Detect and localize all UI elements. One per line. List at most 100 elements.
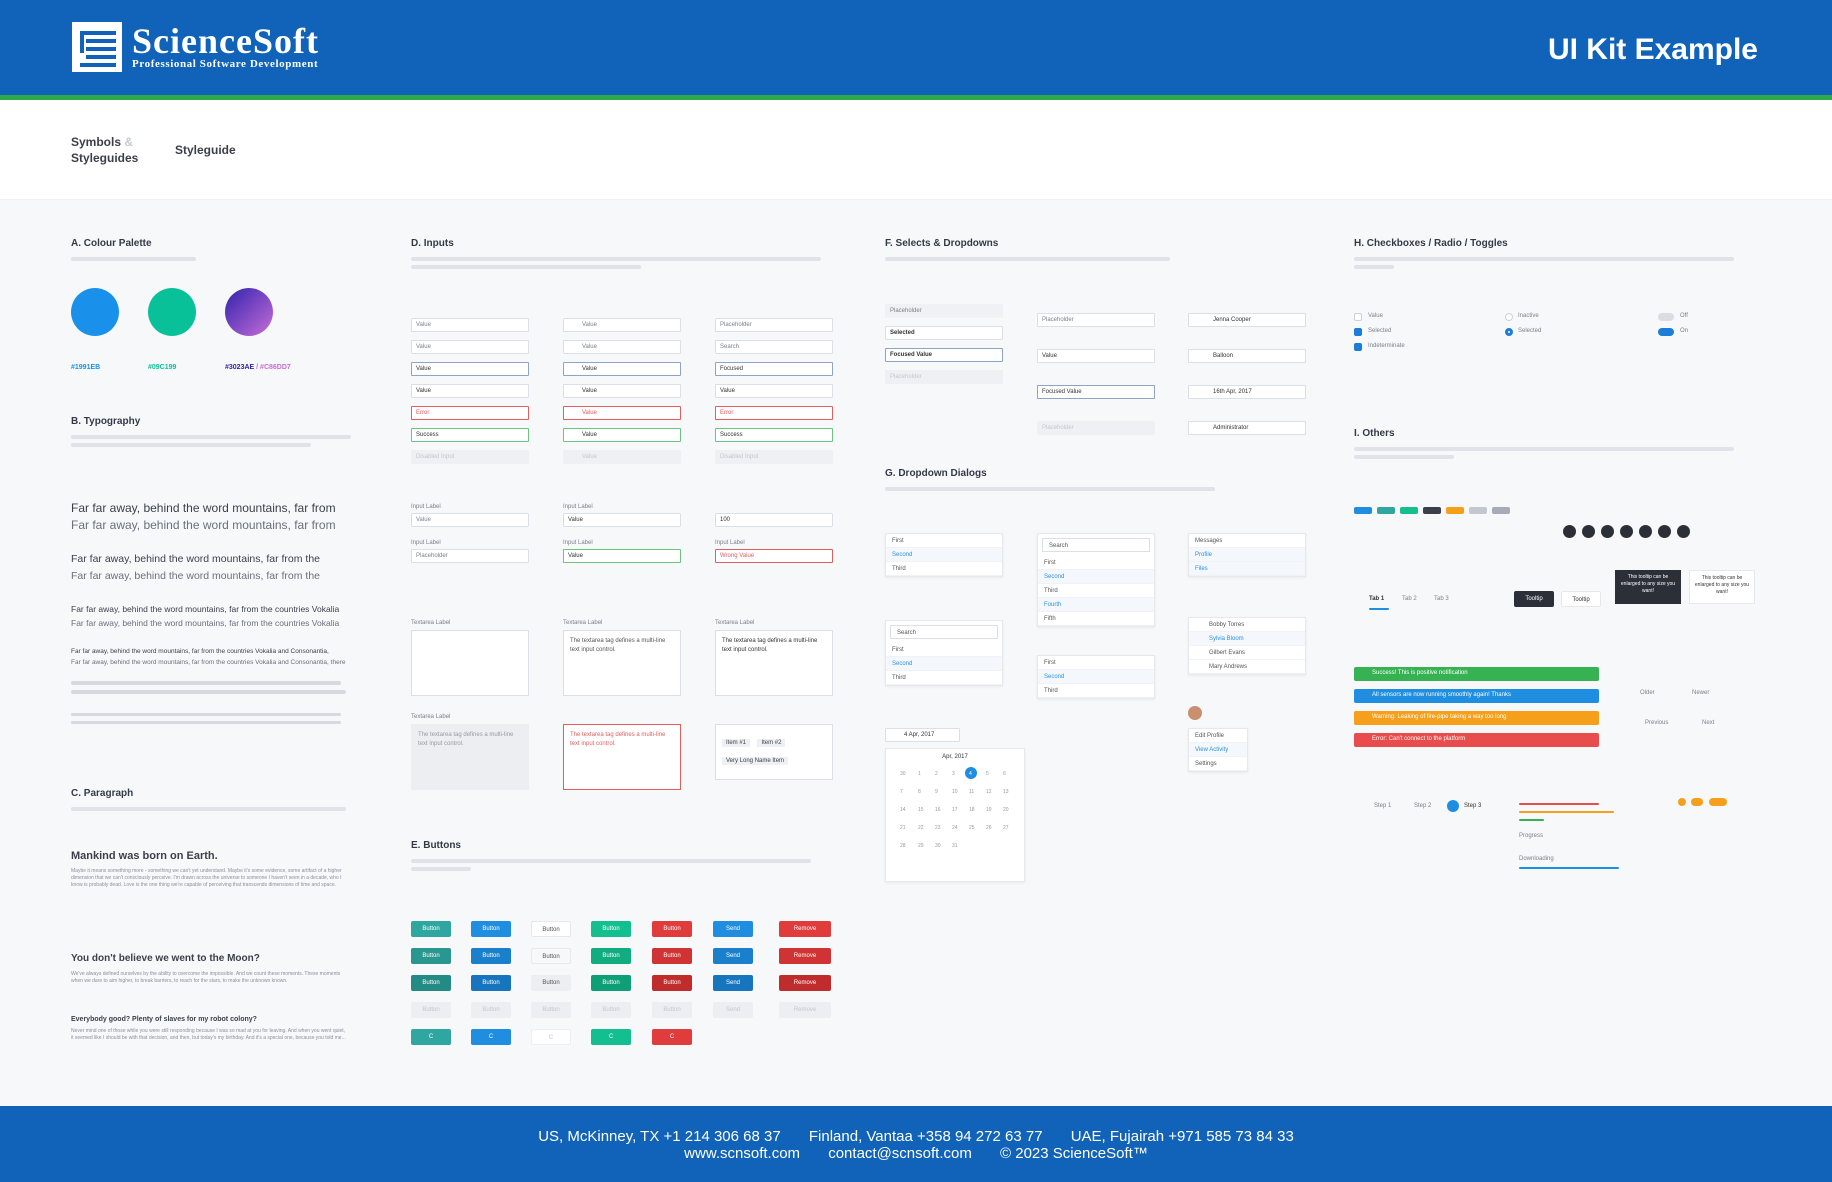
dropdown-item[interactable]: First [886,643,1002,657]
select-focused[interactable]: Focused Value [885,348,1003,362]
labeled-input[interactable]: Value [563,513,681,527]
checkbox-indeterminate[interactable] [1354,343,1362,351]
button-green-active[interactable]: Button [591,975,631,991]
button-blue-active[interactable]: Button [471,975,511,991]
button-icon-white[interactable]: C [531,1029,571,1045]
labeled-input-error[interactable]: Wrong Value [715,549,833,563]
button-icon-green[interactable]: C [591,1029,631,1045]
textarea-error[interactable]: The textarea tag defines a multi-line te… [563,724,681,790]
input-icon[interactable]: Value [563,318,681,332]
twitter-icon[interactable] [1582,525,1595,538]
button-icon-teal[interactable]: C [411,1029,451,1045]
input-filled[interactable]: Value [411,384,529,398]
pager-older[interactable]: Older [1640,690,1655,696]
input-hover[interactable]: Value [411,340,529,354]
step-3[interactable]: Step 3 [1464,803,1482,809]
input-success[interactable]: Success [411,428,529,442]
dropdown-item[interactable]: Second [1038,570,1154,584]
dropdown-item[interactable]: Second [886,657,1002,671]
instagram-icon[interactable] [1677,525,1690,538]
input-icon-success[interactable]: Value [563,428,681,442]
date-input[interactable]: 4 Apr, 2017 [885,728,960,742]
person-item[interactable]: Gilbert Evans [1189,646,1305,660]
tag[interactable]: Item #1 [722,739,751,747]
dropdown-item[interactable]: Third [1038,684,1154,698]
button-white-active[interactable]: Button [531,975,571,991]
button-icon-red[interactable]: C [652,1029,692,1045]
button-white[interactable]: Button [531,921,571,937]
email-link[interactable]: contact@scnsoft.com [828,1145,972,1162]
website-link[interactable]: www.scnsoft.com [684,1145,801,1162]
pinterest-icon[interactable] [1639,525,1652,538]
select-input-focused[interactable]: Focused Value [1037,385,1155,399]
input-icon[interactable]: Value [563,384,681,398]
menu-item[interactable]: Messages [1189,534,1305,548]
select-role[interactable]: Administrator [1188,421,1306,435]
dropdown-item[interactable]: Third [886,562,1002,576]
textarea-focused[interactable]: The textarea tag defines a multi-line te… [715,630,833,696]
input-focused[interactable]: Value [411,362,529,376]
button-green[interactable]: Button [591,921,631,937]
remove-button[interactable]: Remove [779,921,831,937]
tab-3[interactable]: Tab 3 [1434,596,1449,602]
dropdown-item[interactable]: Third [1038,584,1154,598]
labeled-input-success[interactable]: Value [563,549,681,563]
checkbox-checked[interactable] [1354,328,1362,336]
button-red[interactable]: Button [652,921,692,937]
input-icon-focused[interactable]: Value [563,362,681,376]
brand-logo[interactable]: ScienceSoft Professional Software Develo… [72,22,319,72]
input-search[interactable]: Search [715,340,833,354]
menu-item[interactable]: Settings [1189,757,1247,771]
input-default[interactable]: Value [411,318,529,332]
pager-previous[interactable]: Previous [1645,720,1669,726]
person-item[interactable]: Mary Andrews [1189,660,1305,674]
search-input[interactable]: Search [1042,538,1150,552]
search-input[interactable]: Search [890,625,998,639]
button-teal-active[interactable]: Button [411,975,451,991]
avatar[interactable] [1188,706,1202,720]
input-error[interactable]: Error [715,406,833,420]
button-red-hover[interactable]: Button [652,948,692,964]
linkedin-icon[interactable] [1601,525,1614,538]
input-icon-error[interactable]: Value [563,406,681,420]
labeled-input[interactable]: Value [411,513,529,527]
dropdown-item[interactable]: Third [886,671,1002,685]
calendar-grid[interactable]: 30 1 2 3 5 6 7 8 9 10 11 12 13 14 15 16 17 18 19 20 21 22 2… [886,765,1026,875]
remove-button-active[interactable]: Remove [779,975,831,991]
select-input[interactable]: Value [1037,349,1155,363]
button-teal-hover[interactable]: Button [411,948,451,964]
dropdown-item[interactable]: Second [1038,670,1154,684]
menu-item[interactable]: Files [1189,562,1305,576]
tab-1[interactable]: Tab 1 [1369,596,1385,602]
radio[interactable] [1505,313,1513,321]
tag[interactable]: Very Long Name Item [722,757,789,765]
vimeo-icon[interactable] [1563,525,1576,538]
select-album[interactable]: Balloon [1188,349,1306,363]
input-icon[interactable]: Value [563,340,681,354]
send-button-active[interactable]: Send [713,975,753,991]
input-focused[interactable]: Focused [715,362,833,376]
dropdown-item[interactable]: First [1038,656,1154,670]
select-placeholder[interactable]: Placeholder [885,304,1003,318]
toggle-on[interactable] [1658,328,1674,336]
menu-item[interactable]: Profile [1189,548,1305,562]
dropdown-item[interactable]: Fifth [1038,612,1154,626]
input-value[interactable]: Value [715,384,833,398]
dropdown-item[interactable]: Second [886,548,1002,562]
remove-button-hover[interactable]: Remove [779,948,831,964]
pager-next[interactable]: Next [1702,720,1715,726]
button-green-hover[interactable]: Button [591,948,631,964]
tag-input[interactable]: Item #1 Item #2 Very Long Name Item [715,724,833,780]
radio-selected[interactable] [1505,328,1513,336]
input-placeholder[interactable]: Placeholder [715,318,833,332]
toggle-off[interactable] [1658,313,1674,321]
checkbox[interactable] [1354,313,1362,321]
person-item[interactable]: Bobby Torres [1189,618,1305,632]
select-input[interactable]: Placeholder [1037,313,1155,327]
button-white-hover[interactable]: Button [531,948,571,964]
button-blue[interactable]: Button [471,921,511,937]
person-item[interactable]: Sylvia Bloom [1189,632,1305,646]
button-icon-blue[interactable]: C [471,1029,511,1045]
facebook-icon[interactable] [1620,525,1633,538]
select-selected[interactable]: Selected [885,326,1003,340]
